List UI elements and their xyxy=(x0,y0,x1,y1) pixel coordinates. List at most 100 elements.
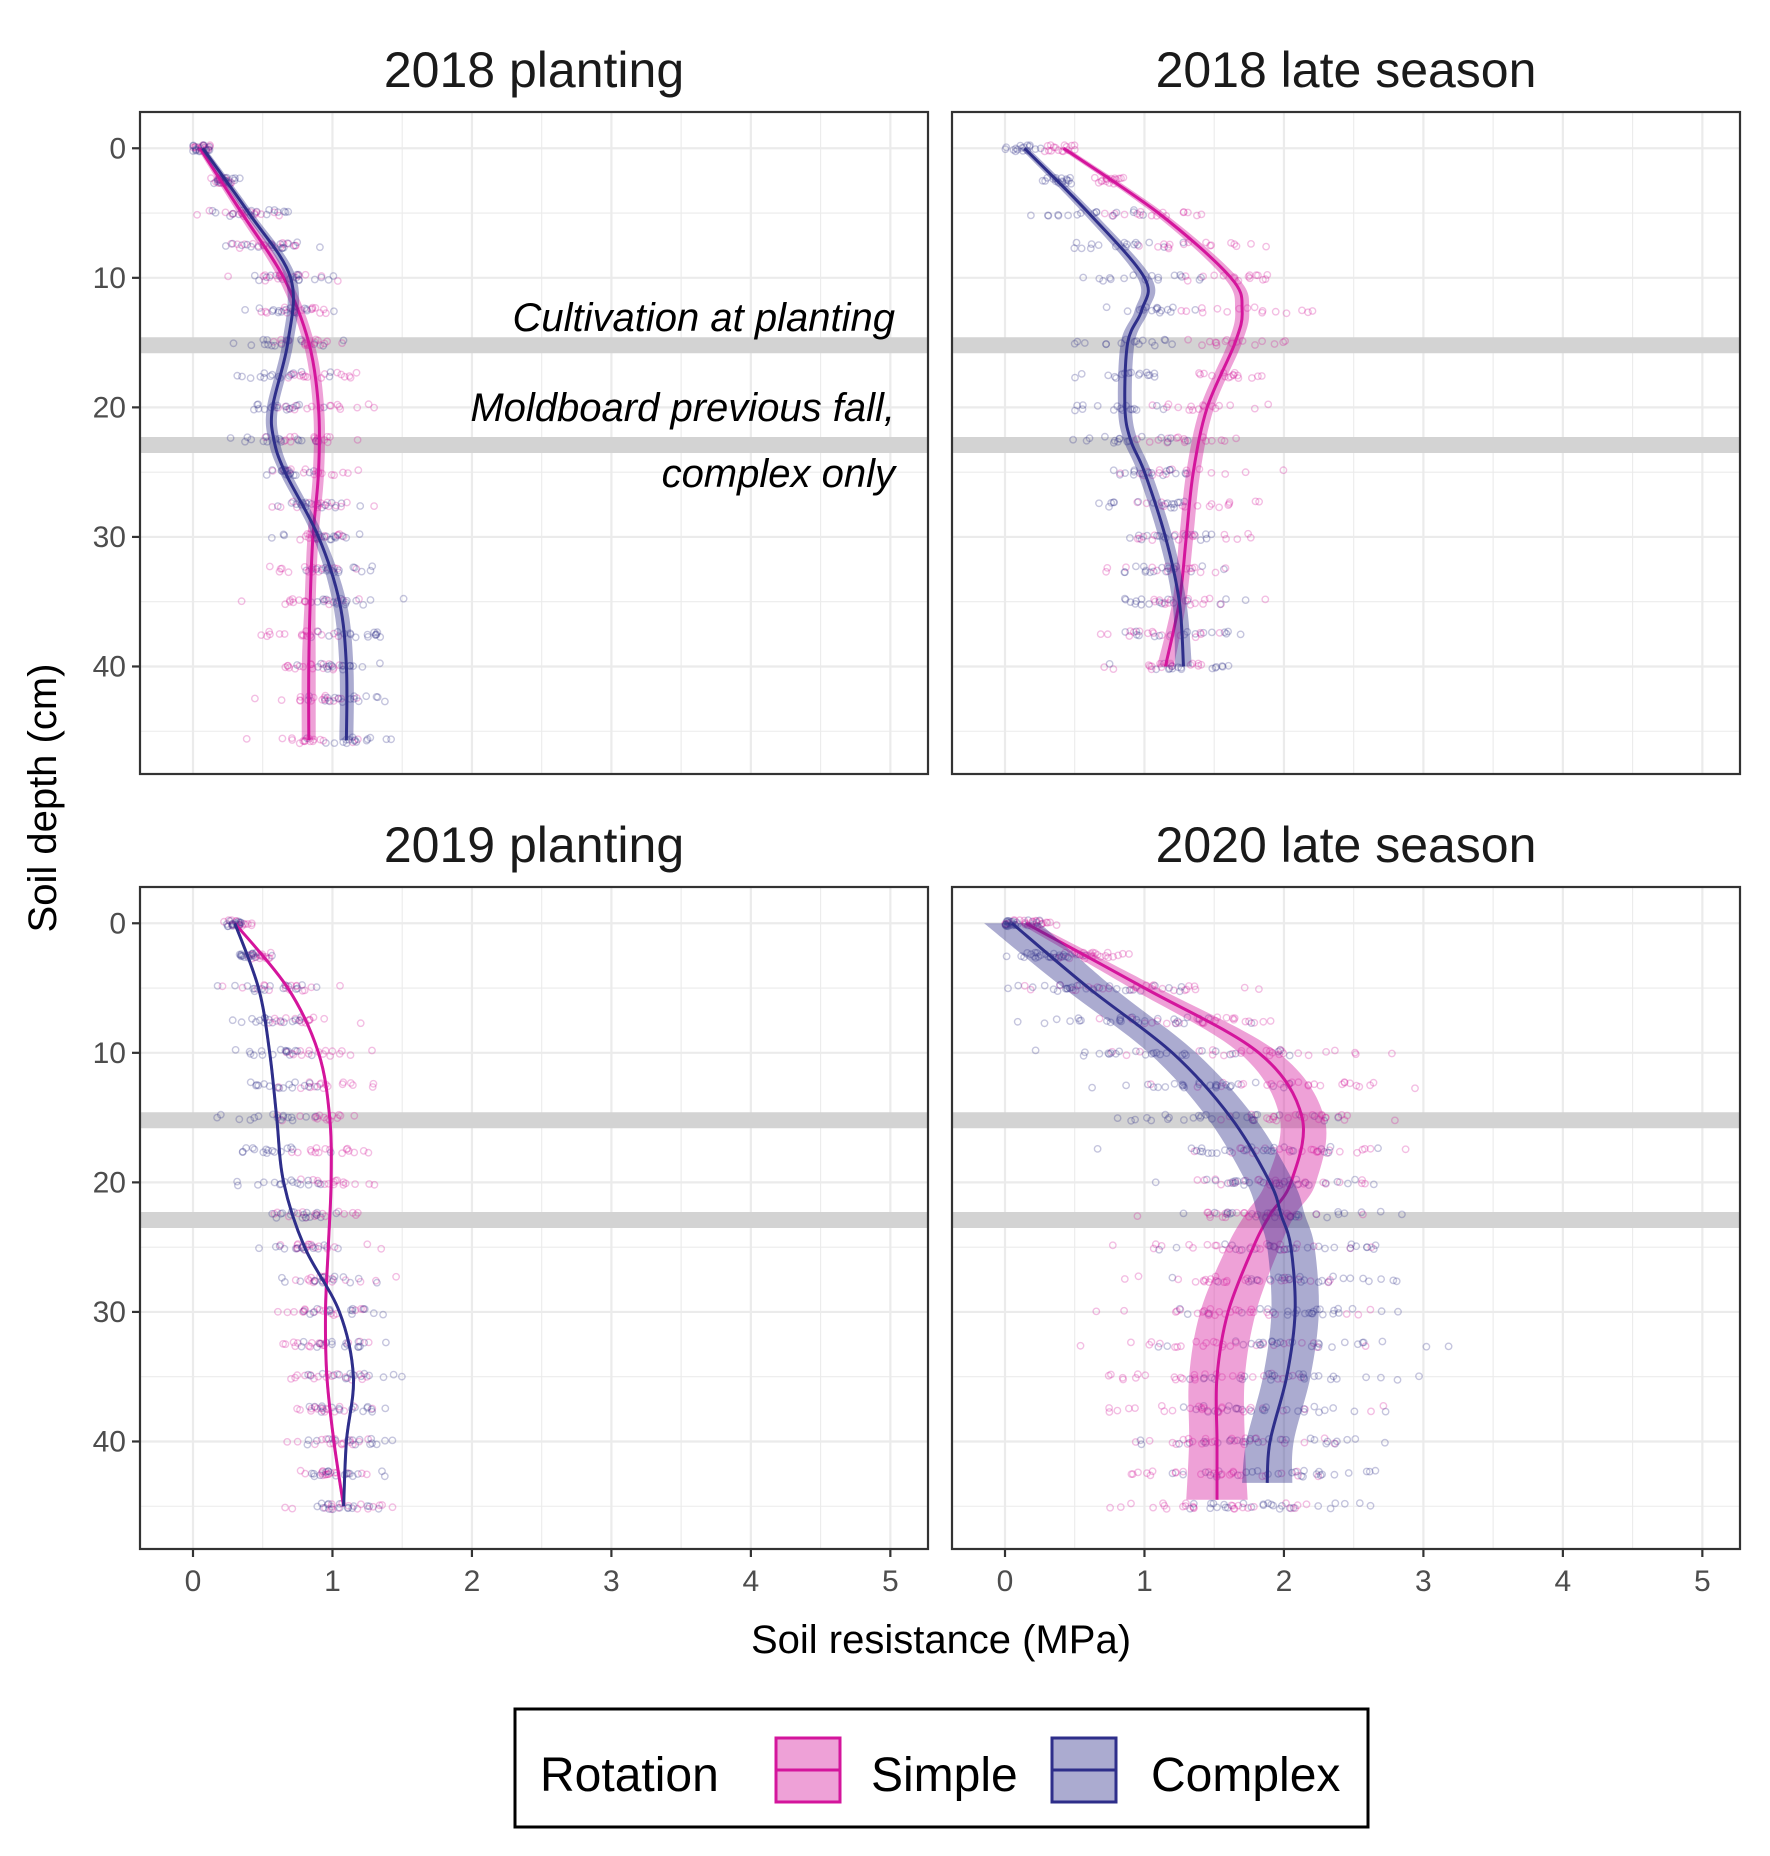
data-point xyxy=(1126,534,1134,542)
data-point xyxy=(273,1307,282,1316)
data-point xyxy=(1095,984,1104,992)
data-point xyxy=(313,627,322,635)
data-point xyxy=(284,373,293,382)
data-point xyxy=(259,272,268,281)
data-point xyxy=(1001,921,1010,930)
data-point xyxy=(1134,531,1143,540)
data-point xyxy=(1003,921,1012,929)
data-point xyxy=(1250,1018,1259,1027)
data-point xyxy=(1076,1341,1085,1350)
data-point xyxy=(338,532,347,540)
data-point xyxy=(380,697,389,706)
data-point xyxy=(1239,1437,1247,1446)
data-point xyxy=(1207,530,1216,539)
data-point xyxy=(339,336,348,345)
data-point xyxy=(1239,1340,1248,1349)
data-point xyxy=(1199,401,1207,410)
data-point xyxy=(273,208,282,217)
data-point xyxy=(1164,595,1172,604)
data-point xyxy=(1070,244,1079,253)
data-point xyxy=(1191,531,1199,540)
data-point xyxy=(1275,1145,1284,1154)
data-point xyxy=(274,306,283,315)
data-point xyxy=(1107,498,1116,507)
data-point xyxy=(1032,918,1041,927)
data-point xyxy=(1361,1342,1370,1351)
data-point xyxy=(1342,1310,1351,1318)
data-point xyxy=(1089,948,1097,957)
data-point xyxy=(246,1116,255,1124)
data-point xyxy=(1075,1017,1084,1025)
data-point xyxy=(1158,984,1167,993)
data-point xyxy=(356,502,365,510)
data-point xyxy=(363,1404,372,1412)
data-point xyxy=(1252,1434,1261,1443)
data-point xyxy=(280,1278,289,1286)
data-point xyxy=(1145,438,1154,446)
data-point xyxy=(320,370,329,378)
data-point xyxy=(354,1343,363,1352)
data-point xyxy=(1268,1372,1277,1381)
data-point xyxy=(255,1016,264,1025)
data-point xyxy=(1058,952,1067,961)
data-point xyxy=(1328,1343,1336,1352)
data-point xyxy=(1241,1276,1250,1285)
data-point xyxy=(205,146,214,155)
data-point xyxy=(1132,337,1141,345)
data-point xyxy=(1142,566,1150,575)
data-point xyxy=(1367,1243,1376,1252)
data-point xyxy=(1272,1179,1281,1188)
data-point xyxy=(379,1373,388,1382)
data-point xyxy=(236,952,245,961)
data-point xyxy=(1176,1305,1185,1314)
data-point xyxy=(366,733,375,742)
data-point xyxy=(296,335,305,344)
data-point xyxy=(1066,173,1075,182)
data-point xyxy=(1270,1146,1278,1155)
data-point xyxy=(1238,1503,1247,1512)
data-point xyxy=(1131,1438,1140,1446)
data-point xyxy=(325,632,333,640)
data-point xyxy=(1207,1373,1216,1382)
data-point xyxy=(1196,536,1205,544)
data-point xyxy=(1245,1212,1253,1221)
data-point xyxy=(1225,1402,1233,1410)
data-point xyxy=(1217,1115,1225,1124)
data-point xyxy=(352,738,361,746)
data-point xyxy=(276,1209,285,1218)
series-line-simple xyxy=(198,147,321,741)
data-point xyxy=(1231,1049,1240,1058)
data-point xyxy=(1234,1471,1242,1480)
data-point xyxy=(1117,174,1125,183)
data-point xyxy=(328,1277,336,1286)
data-point xyxy=(1033,949,1042,957)
data-point xyxy=(1106,273,1114,282)
data-point xyxy=(1030,952,1038,961)
data-point xyxy=(341,1373,350,1382)
data-point xyxy=(1179,1470,1188,1479)
data-point xyxy=(1230,1014,1239,1022)
data-point xyxy=(1304,1081,1313,1090)
data-point xyxy=(280,630,289,638)
data-point xyxy=(381,1404,390,1413)
data-point xyxy=(296,1466,305,1475)
data-point xyxy=(1130,467,1139,476)
data-point xyxy=(342,596,351,605)
data-point xyxy=(300,737,309,746)
data-point xyxy=(1352,1242,1361,1251)
data-point xyxy=(349,563,358,572)
data-point xyxy=(294,270,303,279)
data-point xyxy=(1196,628,1205,637)
data-point xyxy=(213,1113,222,1122)
data-point xyxy=(1309,1307,1318,1316)
data-point xyxy=(325,1505,333,1513)
data-point xyxy=(324,696,333,705)
data-point xyxy=(321,739,330,747)
data-point xyxy=(1135,631,1143,640)
data-point xyxy=(310,1113,319,1122)
data-point xyxy=(254,1112,263,1121)
data-point xyxy=(279,437,288,446)
data-point xyxy=(330,1243,339,1251)
data-point xyxy=(319,1406,327,1415)
